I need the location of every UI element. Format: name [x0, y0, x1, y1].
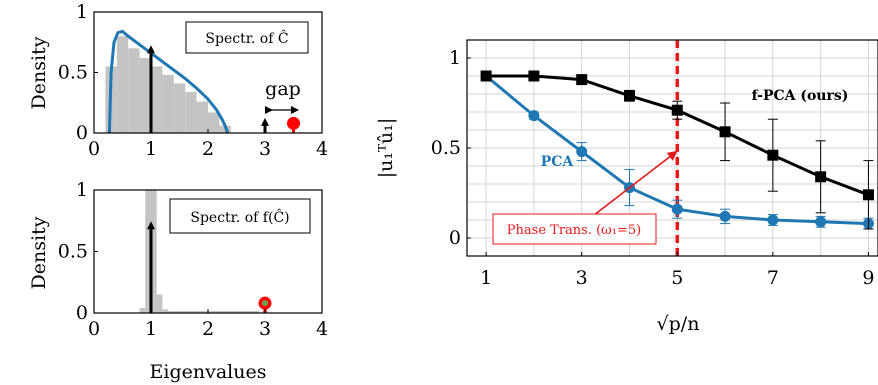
- histogram-bar: [196, 101, 208, 133]
- y-tick-label: 0.5: [58, 62, 88, 84]
- series-point: [767, 149, 779, 161]
- series-point: [480, 70, 492, 82]
- outlier-eigenvalue: [287, 116, 300, 130]
- histogram-bar: [151, 66, 163, 133]
- series-point: [767, 214, 779, 226]
- x-tick-label: 0: [88, 138, 100, 160]
- histogram-bar: [139, 57, 151, 134]
- histogram-bar: [151, 190, 157, 313]
- series-point: [862, 189, 874, 201]
- top-spikes: [147, 45, 300, 133]
- x-tick-label: 1: [480, 267, 492, 289]
- alignment-ticks: 1 3 5 7 9 0 0.5 1: [431, 47, 875, 289]
- top-spectrum-panel: 0 1 2 3 4 0 0.5 1 Density Spectr. of Ĉ gap: [28, 1, 328, 160]
- histogram-bar: [128, 48, 140, 133]
- pca-series-label: PCA: [541, 154, 575, 170]
- series-point: [528, 70, 540, 82]
- bottom-spikes: [147, 221, 272, 313]
- top-ylabel: Density: [28, 36, 50, 109]
- y-tick-label: 0: [76, 302, 88, 324]
- x-tick-label: 0: [88, 318, 100, 340]
- outlier-inner-marker: [262, 300, 268, 307]
- series-point: [815, 171, 827, 183]
- series-point: [719, 126, 731, 138]
- series-point: [671, 104, 683, 116]
- histogram-bar: [162, 74, 174, 133]
- bottom-legend-box: [169, 198, 311, 234]
- series-point: [528, 110, 540, 122]
- top-ticks: 0 1 2 3 4 0 0.5 1: [58, 1, 328, 160]
- y-tick-label: 0: [76, 122, 88, 144]
- series-point: [576, 74, 588, 86]
- bottom-spectrum-panel: 0 1 2 3 4 0 0.5 1 Density Eigenvalues Spectr. o…: [28, 179, 328, 383]
- gap-annotation: gap: [265, 78, 301, 100]
- histogram-bar: [139, 308, 146, 313]
- fpca-series-label: f-PCA (ours): [752, 88, 849, 104]
- y-tick-label: 0.5: [58, 241, 88, 263]
- y-tick-label: 0.5: [431, 137, 461, 159]
- top-density-curve: [107, 29, 230, 134]
- bottom-xlabel: Eigenvalues: [150, 361, 267, 383]
- top-legend-text: Spectr. of Ĉ: [205, 29, 288, 47]
- x-tick-label: 3: [576, 267, 588, 289]
- x-tick-label: 3: [259, 318, 271, 340]
- histogram-bar: [185, 91, 197, 133]
- x-tick-label: 5: [671, 267, 683, 289]
- series-point: [719, 210, 731, 222]
- series-point: [671, 203, 683, 215]
- series-point: [623, 90, 635, 102]
- y-tick-label: 0: [449, 227, 461, 249]
- x-tick-label: 2: [202, 318, 214, 340]
- series-point: [576, 146, 588, 158]
- bottom-legend-text: Spectr. of f(Ĉ): [190, 208, 289, 226]
- phase-transition-box: [492, 213, 657, 245]
- x-tick-label: 7: [767, 267, 779, 289]
- alignment-panel: 1 3 5 7 9 0 0.5 1 |u₁ᵀû₁| √p/n f-PCA (ours) PCA…: [375, 39, 878, 335]
- x-tick-label: 1: [145, 318, 157, 340]
- phase-transition-arrow: [584, 150, 678, 223]
- histogram-bar: [173, 83, 186, 133]
- x-tick-label: 4: [316, 318, 328, 340]
- series-point: [815, 216, 827, 228]
- histogram-bar: [145, 190, 151, 313]
- bottom-ylabel: Density: [28, 216, 50, 289]
- x-tick-label: 2: [202, 138, 214, 160]
- y-tick-label: 1: [449, 47, 461, 69]
- y-tick-label: 1: [76, 179, 88, 201]
- histogram-bar: [208, 112, 220, 133]
- histogram-bar: [156, 294, 163, 313]
- x-tick-label: 9: [862, 267, 874, 289]
- histogram-bar: [162, 309, 169, 313]
- x-tick-label: 4: [316, 138, 328, 160]
- alignment-ylabel: |u₁ᵀû₁|: [375, 118, 397, 179]
- bottom-ticks: 0 1 2 3 4 0 0.5 1: [58, 179, 328, 340]
- phase-transition-label: Phase Trans. (ω₁=5): [507, 223, 641, 238]
- x-tick-label: 1: [145, 138, 157, 160]
- y-tick-label: 1: [76, 1, 88, 23]
- alignment-xlabel: √p/n: [657, 313, 700, 335]
- histogram-bar: [116, 36, 129, 134]
- x-tick-label: 3: [259, 138, 271, 160]
- alignment-series: [480, 70, 874, 230]
- top-legend-box: [185, 21, 309, 54]
